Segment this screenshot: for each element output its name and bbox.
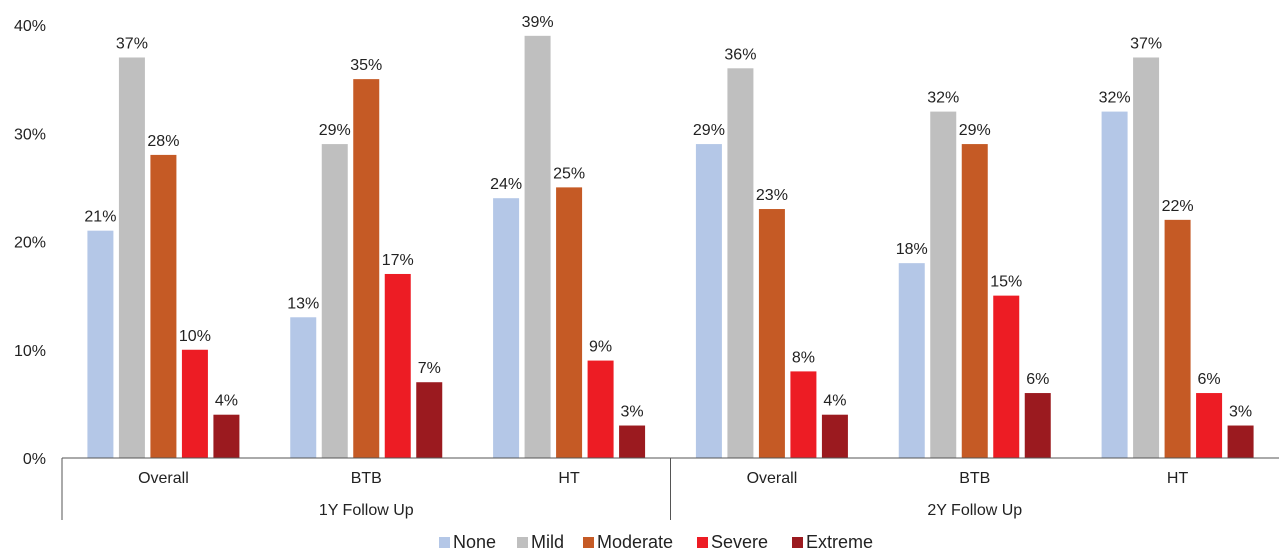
bar-mild bbox=[1133, 57, 1160, 458]
bar-moderate bbox=[150, 154, 177, 458]
bar-extreme bbox=[213, 414, 240, 458]
bar-extreme bbox=[1227, 425, 1254, 458]
data-label: 9% bbox=[589, 339, 612, 356]
data-label: 32% bbox=[1099, 90, 1131, 107]
bar-extreme bbox=[416, 382, 443, 458]
bar-severe bbox=[993, 295, 1020, 458]
data-label: 3% bbox=[621, 404, 644, 421]
legend-swatch-mild bbox=[517, 537, 528, 548]
data-label: 37% bbox=[1130, 35, 1162, 52]
bar-moderate bbox=[556, 187, 583, 458]
bar-moderate bbox=[1164, 219, 1191, 458]
data-labels: 21% 37% 28% 10% 4% 13% 29% 35% 17% 7% 24% 39% 25% 9% 3… bbox=[84, 14, 1252, 421]
category-label: HT bbox=[558, 470, 580, 487]
data-label: 25% bbox=[553, 165, 585, 182]
category-label: BTB bbox=[351, 470, 382, 487]
bar-none bbox=[1101, 111, 1128, 458]
bar-mild bbox=[118, 57, 145, 458]
bar-severe bbox=[384, 273, 411, 458]
y-tick-label: 0% bbox=[23, 451, 46, 468]
legend-label: None bbox=[453, 532, 496, 550]
bar-extreme bbox=[821, 414, 848, 458]
data-label: 32% bbox=[927, 90, 959, 107]
data-label: 7% bbox=[418, 360, 441, 377]
bar-severe bbox=[587, 360, 614, 458]
bar-none bbox=[87, 230, 114, 458]
y-tick-label: 10% bbox=[14, 343, 46, 360]
data-label: 18% bbox=[896, 241, 928, 258]
category-label: HT bbox=[1167, 470, 1189, 487]
legend-label: Extreme bbox=[806, 532, 873, 550]
bar-moderate bbox=[758, 209, 785, 458]
bar-severe bbox=[1196, 393, 1223, 458]
bar-moderate bbox=[961, 144, 988, 458]
data-label: 35% bbox=[350, 57, 382, 74]
bar-mild bbox=[930, 111, 957, 458]
bar-severe bbox=[181, 349, 208, 458]
y-tick-label: 40% bbox=[14, 18, 46, 35]
category-label: Overall bbox=[747, 470, 798, 487]
data-label: 6% bbox=[1198, 371, 1221, 388]
data-label: 13% bbox=[287, 295, 319, 312]
legend-label: Moderate bbox=[597, 532, 673, 550]
bar-mild bbox=[321, 144, 348, 458]
data-label: 36% bbox=[724, 46, 756, 63]
bar-mild bbox=[524, 35, 551, 458]
x-axis: Overall BTB HT 1Y Follow Up Overall BTB HT 2Y F… bbox=[61, 457, 1279, 520]
legend-swatch-severe bbox=[697, 537, 708, 548]
data-label: 15% bbox=[990, 274, 1022, 291]
bar-mild bbox=[727, 68, 754, 459]
bar-extreme bbox=[619, 425, 646, 458]
data-label: 8% bbox=[792, 349, 815, 366]
data-label: 23% bbox=[756, 187, 788, 204]
legend-swatch-none bbox=[439, 537, 450, 548]
bar-none bbox=[695, 144, 722, 458]
bars bbox=[87, 35, 1254, 459]
y-axis: 0% 10% 20% 30% 40% bbox=[14, 18, 46, 468]
data-label: 29% bbox=[959, 122, 991, 139]
data-label: 37% bbox=[116, 35, 148, 52]
bar-none bbox=[898, 263, 925, 458]
data-label: 29% bbox=[319, 122, 351, 139]
data-label: 22% bbox=[1162, 198, 1194, 215]
legend-label: Severe bbox=[711, 532, 768, 550]
data-label: 4% bbox=[823, 393, 846, 410]
data-label: 4% bbox=[215, 393, 238, 410]
y-tick-label: 30% bbox=[14, 126, 46, 143]
data-label: 17% bbox=[382, 252, 414, 269]
bar-extreme bbox=[1024, 393, 1051, 458]
data-label: 39% bbox=[522, 14, 554, 31]
legend-label: Mild bbox=[531, 532, 564, 550]
bar-none bbox=[493, 198, 520, 458]
group-label: 2Y Follow Up bbox=[927, 502, 1022, 519]
data-label: 24% bbox=[490, 176, 522, 193]
data-label: 6% bbox=[1026, 371, 1049, 388]
data-label: 21% bbox=[84, 209, 116, 226]
data-label: 10% bbox=[179, 328, 211, 345]
y-tick-label: 20% bbox=[14, 235, 46, 252]
legend-swatch-moderate bbox=[583, 537, 594, 548]
bar-severe bbox=[790, 371, 817, 458]
data-label: 28% bbox=[147, 133, 179, 150]
bar-moderate bbox=[353, 79, 380, 458]
legend-swatch-extreme bbox=[792, 537, 803, 548]
data-label: 3% bbox=[1229, 404, 1252, 421]
group-label: 1Y Follow Up bbox=[319, 502, 414, 519]
legend: None Mild Moderate Severe Extreme bbox=[439, 532, 873, 550]
bar-none bbox=[290, 317, 317, 458]
data-label: 29% bbox=[693, 122, 725, 139]
category-label: BTB bbox=[959, 470, 990, 487]
category-label: Overall bbox=[138, 470, 189, 487]
